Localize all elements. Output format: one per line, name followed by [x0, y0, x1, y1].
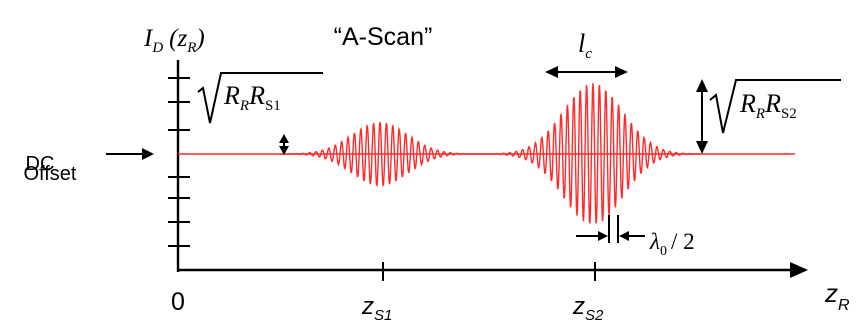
sqrt-sign-2 — [709, 79, 841, 134]
sqrt-sign-1 — [197, 72, 323, 124]
x-axis-label: zR — [824, 278, 850, 314]
half-wavelength-label: λ0/ 2 — [649, 229, 695, 259]
coherence-length-label: lc — [578, 29, 592, 62]
interferogram-signal — [279, 82, 701, 224]
x-axis-arrowhead — [790, 262, 808, 278]
origin-label: 0 — [171, 288, 185, 316]
amp2-arrow-up — [696, 79, 708, 92]
dc-offset-label-line2: Offset — [24, 163, 77, 185]
amplitude-1-label: RRRS1 — [197, 72, 323, 124]
zs2-label: zS2 — [572, 293, 604, 320]
zs1-label: zS1 — [361, 293, 392, 320]
svg-text:RRRS2: RRRS2 — [739, 89, 797, 122]
coherence-arrow-right — [615, 66, 628, 78]
svg-text:RRRS1: RRRS1 — [223, 81, 281, 114]
y-axis-ticks — [168, 77, 190, 247]
amp2-arrow-down — [696, 141, 708, 154]
coherence-arrow-left — [545, 66, 558, 78]
dc-offset-label-line1: DC — [26, 153, 55, 175]
amplitude-2-label: RRRS2 — [709, 79, 841, 134]
dc-offset-arrowhead — [142, 148, 154, 160]
amp1-arrow-down — [279, 146, 289, 155]
y-axis-label: ID (zR) — [143, 25, 205, 56]
amp1-arrow-up — [279, 134, 289, 143]
wavelength-arrowhead-right — [619, 231, 629, 241]
chart-title: “A-Scan” — [334, 23, 433, 51]
wavelength-arrowhead-left — [598, 231, 608, 241]
